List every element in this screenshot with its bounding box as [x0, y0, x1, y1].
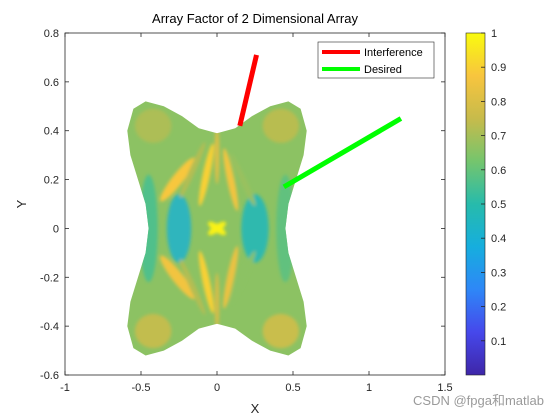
interference-line: [237, 54, 259, 127]
colorbar-tick-label: 0.2: [491, 302, 506, 314]
colorbar-ticks: 0.1 0.2 0.3 0.4 0.5 0.6 0.7 0.8 0.9 1: [481, 28, 506, 348]
legend-desired-label: Desired: [364, 64, 402, 76]
surface-lobe: [214, 126, 220, 185]
array-factor-surface: [127, 101, 307, 356]
direction-lines: [237, 54, 403, 190]
surface-lobe: [214, 272, 220, 331]
surface-lobe: [160, 157, 195, 202]
surface-lobe: [223, 246, 239, 309]
y-tick-label: -0.2: [40, 272, 59, 284]
legend: Interference Desired: [317, 41, 435, 79]
colorbar-tick-label: 0.5: [491, 199, 506, 211]
colorbar-tick-label: 0.1: [491, 336, 506, 348]
surface-lobe: [180, 142, 206, 198]
colorbar: 0.1 0.2 0.3 0.4 0.5 0.6 0.7 0.8 0.9 1: [465, 28, 506, 376]
surface-patch: [262, 108, 300, 143]
plot-area: [127, 54, 403, 356]
y-tick-label: 0.2: [44, 175, 59, 187]
colorbar-tick-label: 0.9: [491, 62, 506, 74]
chart-title: Array Factor of 2 Dimensional Array: [152, 11, 358, 26]
surface-lobe: [198, 143, 214, 206]
surface-lobe: [198, 250, 214, 314]
surface-patch: [276, 174, 295, 283]
surface-patch: [262, 313, 300, 349]
x-tick-label: 0: [214, 382, 220, 394]
x-tick-label: 0.5: [285, 382, 300, 394]
colorbar-tick-label: 0.8: [491, 96, 506, 108]
x-tick-label: 1: [366, 382, 372, 394]
colorbar-tick-label: 0.3: [491, 267, 506, 279]
colorbar-tick-label: 0.7: [491, 131, 506, 143]
surface-patch: [134, 108, 172, 143]
axes-box: [64, 32, 446, 376]
surface-patch: [134, 313, 172, 349]
y-tick-label: 0.6: [44, 77, 59, 89]
legend-interference-label: Interference: [364, 47, 423, 59]
surface-lobe: [223, 148, 239, 211]
colorbar-tick-label: 0.4: [491, 233, 506, 245]
surface-lobe: [230, 153, 256, 206]
y-tick-label: -0.6: [40, 370, 59, 382]
x-tick-label: -0.5: [132, 382, 151, 394]
surface-lobe: [208, 221, 226, 236]
surface-patch: [166, 194, 192, 263]
surface-lobe: [230, 251, 256, 304]
watermark: CSDN @fpga和matlab: [413, 393, 544, 408]
x-tick-label: 1.5: [437, 382, 452, 394]
x-tick-label: -1: [60, 382, 70, 394]
y-tick-label: -0.4: [40, 321, 59, 333]
x-axis-label: X: [251, 401, 260, 416]
y-tick-label: 0: [53, 223, 59, 235]
y-axis-label: Y: [14, 199, 29, 208]
surface-patch: [139, 174, 158, 283]
y-tick-label: 0.8: [44, 28, 59, 40]
surface-lobe: [160, 255, 195, 300]
colorbar-tick-label: 1: [491, 28, 497, 40]
colorbar-tick-label: 0.6: [491, 165, 506, 177]
surface-lobe: [180, 259, 206, 315]
y-axis-ticks: -0.6 -0.4 -0.2 0 0.2 0.4 0.6 0.8: [40, 28, 445, 382]
desired-line: [282, 116, 403, 190]
y-tick-label: 0.4: [44, 126, 59, 138]
surface-detail: [134, 108, 300, 349]
surface-patch: [241, 194, 269, 263]
legend-box: [317, 41, 435, 79]
x-axis-ticks: -1 -0.5 0 0.5 1 1.5: [60, 33, 453, 394]
